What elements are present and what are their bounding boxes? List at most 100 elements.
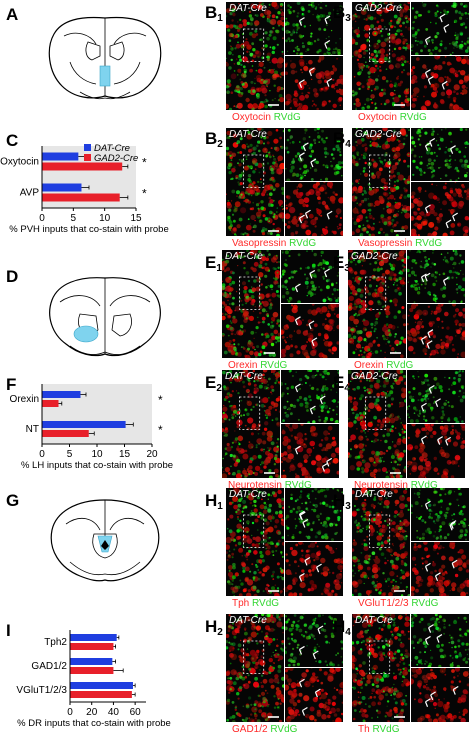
stain-speck [356,530,359,533]
stain-speck [452,344,454,346]
stain-speck [338,141,340,143]
stain-speck [234,437,239,441]
stain-speck [317,135,321,139]
stain-speck [380,424,385,428]
stain-speck [455,329,459,332]
stain-speck [373,49,377,54]
stain-speck [309,501,312,503]
stain-speck [461,84,466,89]
stain-speck [260,461,265,465]
stain-speck [415,217,418,220]
stain-speck [313,138,317,142]
stain-speck [394,510,398,514]
stain-speck [281,421,283,423]
stain-speck [299,95,305,101]
stain-speck [237,55,241,59]
stain-speck [236,469,241,474]
stain-speck [421,2,423,4]
stain-speck [352,217,354,220]
stain-speck [257,316,259,318]
stain-speck [390,80,392,82]
stain-speck [374,401,378,405]
stain-speck [319,14,324,18]
stain-speck [439,536,443,540]
stain-speck [420,283,423,286]
genotype-label: DAT-Cre [225,371,263,382]
stain-speck [323,430,329,436]
stain-speck [289,142,291,144]
stain-speck [431,262,434,265]
stain-speck [361,128,364,129]
stain-speck [296,15,299,18]
stain-speck [446,338,452,345]
stain-speck [226,201,231,206]
stain-speck [361,265,363,267]
stain-speck [288,506,290,509]
stain-speck [384,561,387,565]
stain-speck [286,542,288,544]
stain-speck [374,200,381,206]
stain-speck [382,257,389,264]
stain-speck [308,189,315,195]
stain-speck [281,394,284,398]
stain-speck [303,66,309,72]
stain-speck [327,314,330,317]
stain-speck [253,383,257,387]
stain-speck [434,82,438,86]
micrograph-caption: Vasopressin RVdG [232,239,316,249]
stain-speck [356,58,360,62]
micrograph-b4-overview: GAD2-Cre [352,128,410,236]
stain-speck [252,229,256,233]
stain-speck [241,562,246,568]
stain-speck [389,390,394,395]
stain-speck [373,250,377,254]
stain-speck [223,470,225,473]
stain-speck [274,408,278,412]
stain-speck [262,227,266,231]
stain-speck [263,405,266,408]
stain-speck [226,79,231,84]
stain-speck [416,536,419,539]
stain-speck [352,388,354,390]
stain-speck [373,88,377,91]
stain-speck [267,412,272,417]
stain-speck [247,470,249,472]
stain-speck [311,265,316,269]
stain-speck [257,128,262,131]
stain-speck [332,191,336,194]
stain-speck [268,437,270,439]
stain-speck [462,440,465,444]
stain-speck [272,179,276,183]
stain-speck [365,61,367,63]
stain-speck [405,49,407,51]
stain-speck [364,50,366,52]
stain-speck [403,519,408,524]
stain-speck [230,539,233,541]
stain-speck [274,162,279,168]
stain-speck [352,490,355,495]
stain-speck [394,416,399,421]
stain-speck [251,286,253,288]
stain-speck [230,382,232,384]
stain-speck [229,3,236,9]
stain-speck [374,32,377,35]
stain-speck [437,472,440,475]
stain-speck [417,371,419,373]
stain-speck [370,493,373,496]
stain-speck [363,6,366,9]
stain-speck [444,259,448,263]
stain-speck [420,105,427,110]
stain-speck [313,103,316,106]
stain-speck [355,179,359,183]
stain-speck [314,293,316,295]
stain-speck [236,425,240,429]
stain-speck [263,505,268,510]
stain-speck [395,231,397,233]
stain-speck [460,444,465,449]
stain-speck [281,191,284,195]
stain-speck [323,533,328,538]
stain-speck [264,104,268,109]
stain-speck [250,408,253,411]
stain-speck [449,103,453,107]
tracer-label: RVdG [252,598,280,609]
